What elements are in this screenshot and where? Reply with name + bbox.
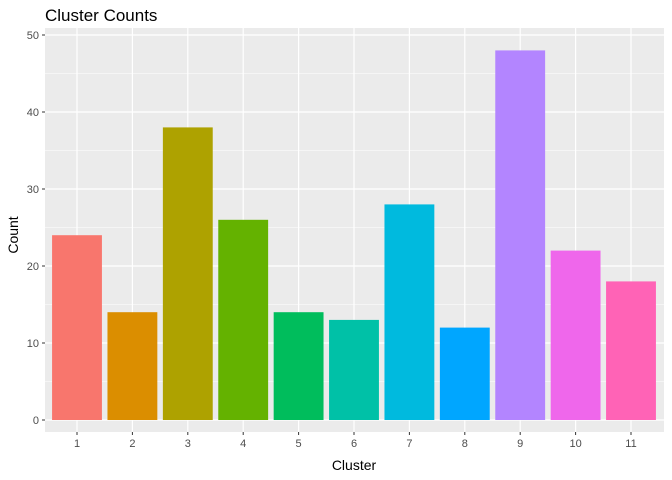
bar-cluster-1 [52,235,102,420]
x-tick-label: 9 [517,438,523,450]
y-axis: 0 10 20 30 40 50 [27,30,45,427]
bar-cluster-11 [606,281,656,420]
y-tick-label: 20 [27,261,39,273]
bar-cluster-8 [439,327,490,420]
x-tick-label: 10 [569,438,581,450]
bar-cluster-7 [384,204,435,420]
x-axis-title: Cluster [332,457,377,473]
y-tick-label: 40 [27,107,39,119]
bar-cluster-2 [107,312,158,420]
bar-cluster-6 [329,319,379,420]
x-tick-label: 4 [240,438,246,450]
x-axis: 1 2 3 4 5 6 7 8 9 10 11 [74,432,637,450]
y-axis-title: Count [5,216,21,253]
bar-cluster-3 [162,127,213,421]
bar-cluster-4 [218,219,269,420]
x-tick-label: 1 [74,438,80,450]
y-tick-label: 50 [27,30,39,42]
chart-title: Cluster Counts [45,6,157,25]
x-tick-label: 3 [185,438,191,450]
bar-cluster-5 [273,312,324,420]
x-tick-label: 8 [462,438,468,450]
bars [52,50,656,421]
bar-cluster-10 [550,250,601,420]
x-tick-label: 2 [129,438,135,450]
x-tick-label: 11 [625,438,636,450]
x-tick-label: 5 [296,438,302,450]
bar-cluster-9 [495,50,546,421]
x-tick-label: 6 [351,438,357,450]
y-tick-label: 10 [27,338,39,350]
y-tick-label: 30 [27,184,39,196]
y-tick-label: 0 [33,415,39,427]
x-tick-label: 7 [406,438,412,450]
